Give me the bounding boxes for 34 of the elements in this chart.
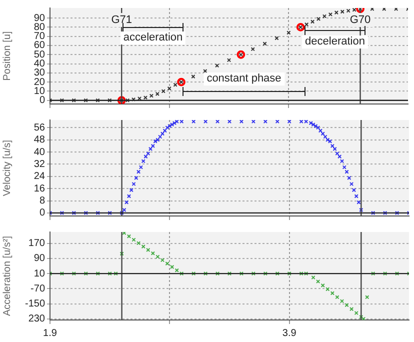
y-tick-label: 50 xyxy=(34,49,46,60)
y-tick-label: 30 xyxy=(34,68,46,79)
ref-line-label: G71 xyxy=(111,14,132,26)
y-tick-label: 0 xyxy=(39,95,46,106)
y-tick-label: 90 xyxy=(34,12,46,24)
y-tick-label: 80 xyxy=(34,22,46,33)
y-tick-label: 16 xyxy=(34,183,46,194)
y-tick-label: 60 xyxy=(34,40,46,52)
y-tick-label: 8 xyxy=(39,196,46,207)
x-tick-label: 3.9 xyxy=(282,328,297,339)
y-tick-label: 10 xyxy=(34,86,46,97)
y-tick-label: 10 xyxy=(34,268,46,280)
annotation: acceleration xyxy=(120,32,186,44)
y-tick-label: -70 xyxy=(30,283,46,294)
y-tick-label: 230 xyxy=(28,314,46,325)
y-tick-label: 170 xyxy=(28,238,46,250)
y-tick-label: 24 xyxy=(34,171,46,182)
annotation: deceleration xyxy=(302,36,368,48)
y-tick-label: 40 xyxy=(34,58,46,70)
x-tick-label: 1.9 xyxy=(43,328,58,339)
y-tick-label: 40 xyxy=(34,146,46,158)
y-tick-label: 56 xyxy=(34,122,46,134)
y-axis-title: Position [u] xyxy=(2,31,13,81)
y-axis-title: Acceleration [u/s²] xyxy=(2,236,13,316)
y-tick-label: 90 xyxy=(34,253,46,264)
y-tick-label: -150 xyxy=(24,298,46,310)
y-tick-label: 48 xyxy=(34,134,46,146)
y-tick-label: 0 xyxy=(39,208,46,219)
y-tick-label: 20 xyxy=(34,76,46,88)
y-axis-title: Velocity [u/s] xyxy=(2,140,13,196)
ref-line-label: G70 xyxy=(350,14,371,26)
annotation: constant phase xyxy=(204,72,284,86)
y-tick-label: 32 xyxy=(34,158,46,170)
y-tick-label: 70 xyxy=(34,31,46,42)
